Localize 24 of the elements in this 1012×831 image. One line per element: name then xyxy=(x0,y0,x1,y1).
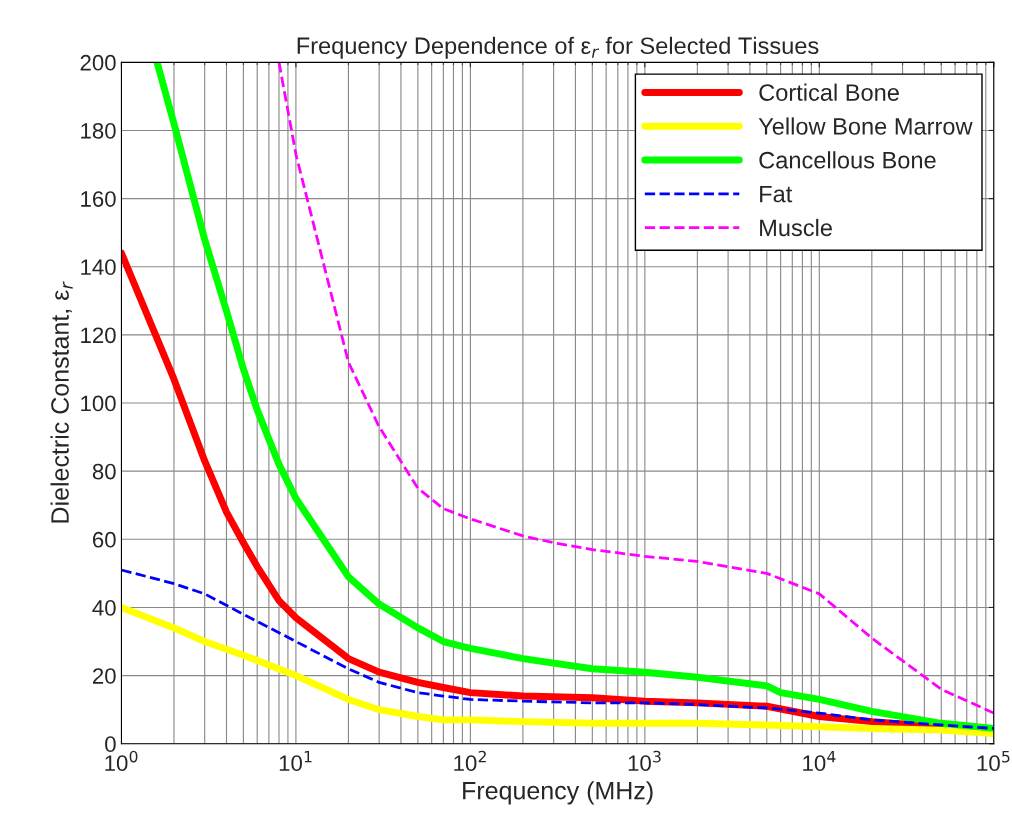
y-tick-label: 40 xyxy=(92,600,116,616)
x-tick-label: 10$^{1}$ xyxy=(279,750,312,772)
legend-label: Cortical Bone xyxy=(759,83,899,101)
legend-label: Fat xyxy=(760,185,793,203)
y-tick-label: 20 xyxy=(92,668,116,684)
legend-label: Yellow Bone Marrow xyxy=(758,117,973,135)
y-tick-label: 140 xyxy=(81,259,116,276)
x-axis-title: Frequency (MHz) xyxy=(463,781,653,805)
y-tick-label: 160 xyxy=(81,191,116,207)
x-tick-label: 10$^{4}$ xyxy=(803,750,836,772)
y-tick-label: 200 xyxy=(80,54,116,71)
legend-label: Cancellous Bone xyxy=(759,151,936,169)
y-tick-label: 100 xyxy=(81,395,116,412)
y-tick-label: 0 xyxy=(105,736,116,753)
y-tick-label: 120 xyxy=(81,327,116,344)
y-tick-label: 180 xyxy=(81,123,116,139)
x-tick-label: 10$^{5}$ xyxy=(977,750,1010,772)
legend-label: Muscle xyxy=(760,218,832,237)
x-tick-label: 10$^{3}$ xyxy=(628,750,661,772)
y-tick-label: 60 xyxy=(92,531,116,548)
x-tick-label: 10$^{2}$ xyxy=(454,750,486,772)
y-axis-title: Dielectric Constant, ε$_{r}$ xyxy=(50,281,73,523)
y-tick-label: 80 xyxy=(92,463,116,480)
chart-title: Frequency Dependence of ε$_{r}$ for Selected Tissues xyxy=(297,36,819,59)
